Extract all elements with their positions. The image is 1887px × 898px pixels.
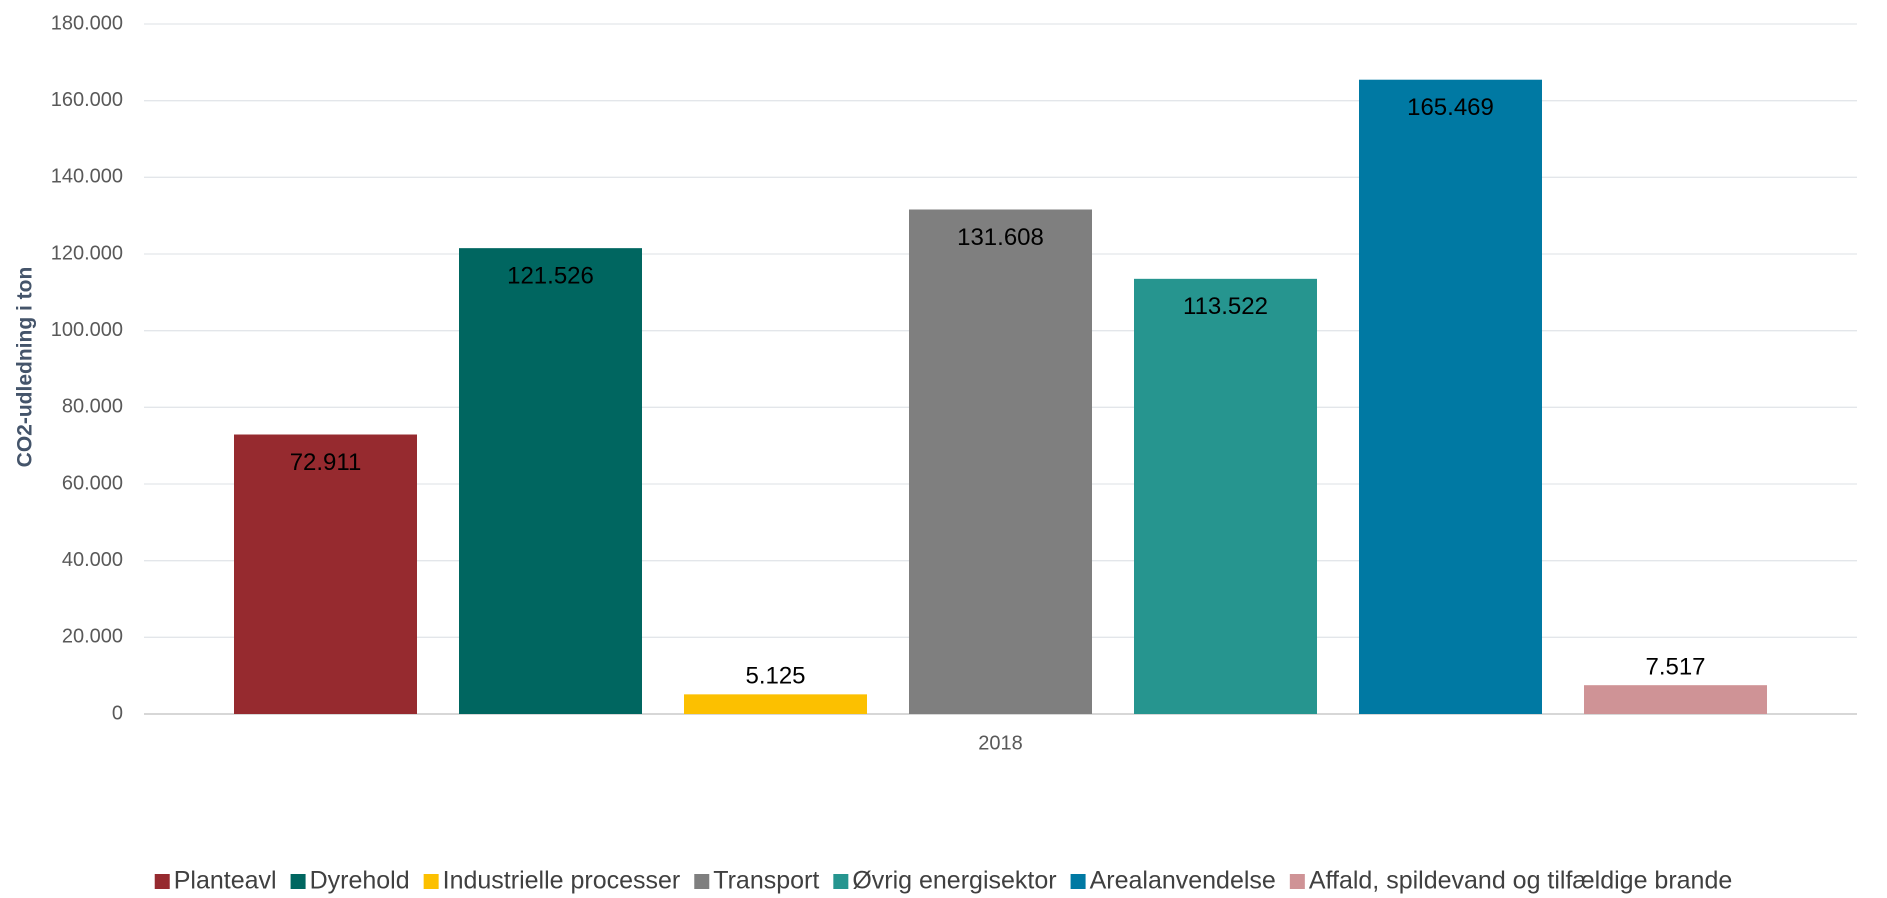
data-label: 121.526: [507, 262, 594, 289]
y-tick-label: 120.000: [51, 242, 123, 264]
y-tick-label: 140.000: [51, 166, 123, 188]
data-label: 113.522: [1183, 293, 1268, 320]
data-label: 7.517: [1645, 654, 1705, 681]
y-tick-label: 80.000: [62, 396, 123, 418]
y-tick-label: 40.000: [62, 549, 123, 571]
y-tick-label: 60.000: [62, 472, 123, 494]
data-label: 72.911: [290, 449, 362, 476]
legend-swatch: [154, 874, 170, 889]
legend-swatch: [423, 874, 439, 889]
legend-label: Arealanvendelse: [1090, 867, 1276, 895]
legend-label: Affald, spildevand og tilfældige brande: [1309, 867, 1732, 895]
y-tick-label: 100.000: [51, 319, 123, 341]
legend-label: Dyrehold: [310, 867, 410, 895]
bar: [1584, 685, 1767, 714]
legend-label: Øvrig energisektor: [852, 867, 1056, 895]
x-tick-label: 2018: [978, 732, 1023, 754]
bar: [459, 248, 642, 714]
legend-swatch: [694, 874, 710, 889]
legend-swatch: [1070, 874, 1086, 889]
bar: [909, 209, 1092, 714]
legend-swatch: [833, 874, 849, 889]
y-tick-label: 0: [112, 702, 123, 724]
bar: [1134, 278, 1317, 714]
y-axis-title: CO2-udledning i ton: [14, 267, 37, 468]
bar: [234, 434, 417, 714]
bar: [684, 694, 867, 714]
legend-label: Planteavl: [174, 867, 277, 895]
y-tick-label: 180.000: [51, 12, 123, 34]
bar: [1359, 79, 1542, 715]
data-label: 165.469: [1407, 94, 1494, 121]
legend-swatch: [290, 874, 306, 889]
legend-swatch: [1289, 874, 1305, 889]
y-tick-label: 160.000: [51, 89, 123, 111]
legend-label: Transport: [713, 867, 819, 895]
legend-label: Industrielle processer: [443, 867, 681, 895]
data-label: 131.608: [957, 224, 1044, 251]
data-label: 5.125: [745, 663, 805, 690]
y-tick-label: 20.000: [62, 626, 123, 648]
